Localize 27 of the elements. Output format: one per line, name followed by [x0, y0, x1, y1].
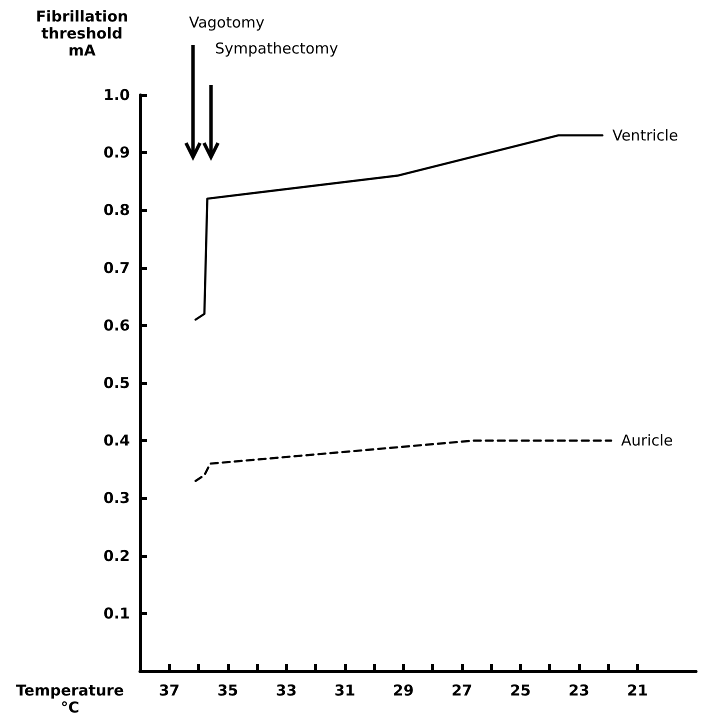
series-label: Ventricle — [612, 126, 678, 144]
y-tick-label: 0.1 — [103, 604, 130, 622]
y-tick-label: 0.5 — [103, 374, 130, 392]
y-tick-label: 0.6 — [103, 316, 130, 334]
x-tick-label: 23 — [568, 682, 590, 700]
x-tick-label: 29 — [392, 682, 414, 700]
line-series — [194, 440, 612, 482]
x-tick-label: 35 — [217, 682, 238, 700]
x-tick-label: 33 — [276, 682, 297, 700]
y-tick-label: 0.3 — [103, 489, 130, 508]
y-tick-label: 0.7 — [103, 258, 130, 277]
x-tick-label: 37 — [158, 682, 180, 700]
x-tick-label: 31 — [334, 682, 356, 700]
y-tick-label: 0.8 — [103, 201, 130, 220]
x-axis-title: Temperature °C — [16, 682, 124, 716]
y-tick-label: 0.4 — [103, 432, 130, 450]
y-tick-label: 0.2 — [103, 546, 130, 565]
x-tick-label: 25 — [510, 682, 531, 700]
series-label: Auricle — [621, 432, 673, 450]
y-tick-label: 0.9 — [103, 144, 130, 162]
y-tick-label: 1.0 — [103, 86, 130, 104]
line-series — [194, 134, 604, 321]
text: Sympathectomy — [215, 40, 338, 58]
text: Vagotomy — [189, 14, 265, 32]
x-tick-label: 21 — [627, 682, 648, 700]
y-axis-title: Fibrillation threshold mA — [36, 8, 128, 60]
x-tick-label: 27 — [451, 682, 472, 700]
